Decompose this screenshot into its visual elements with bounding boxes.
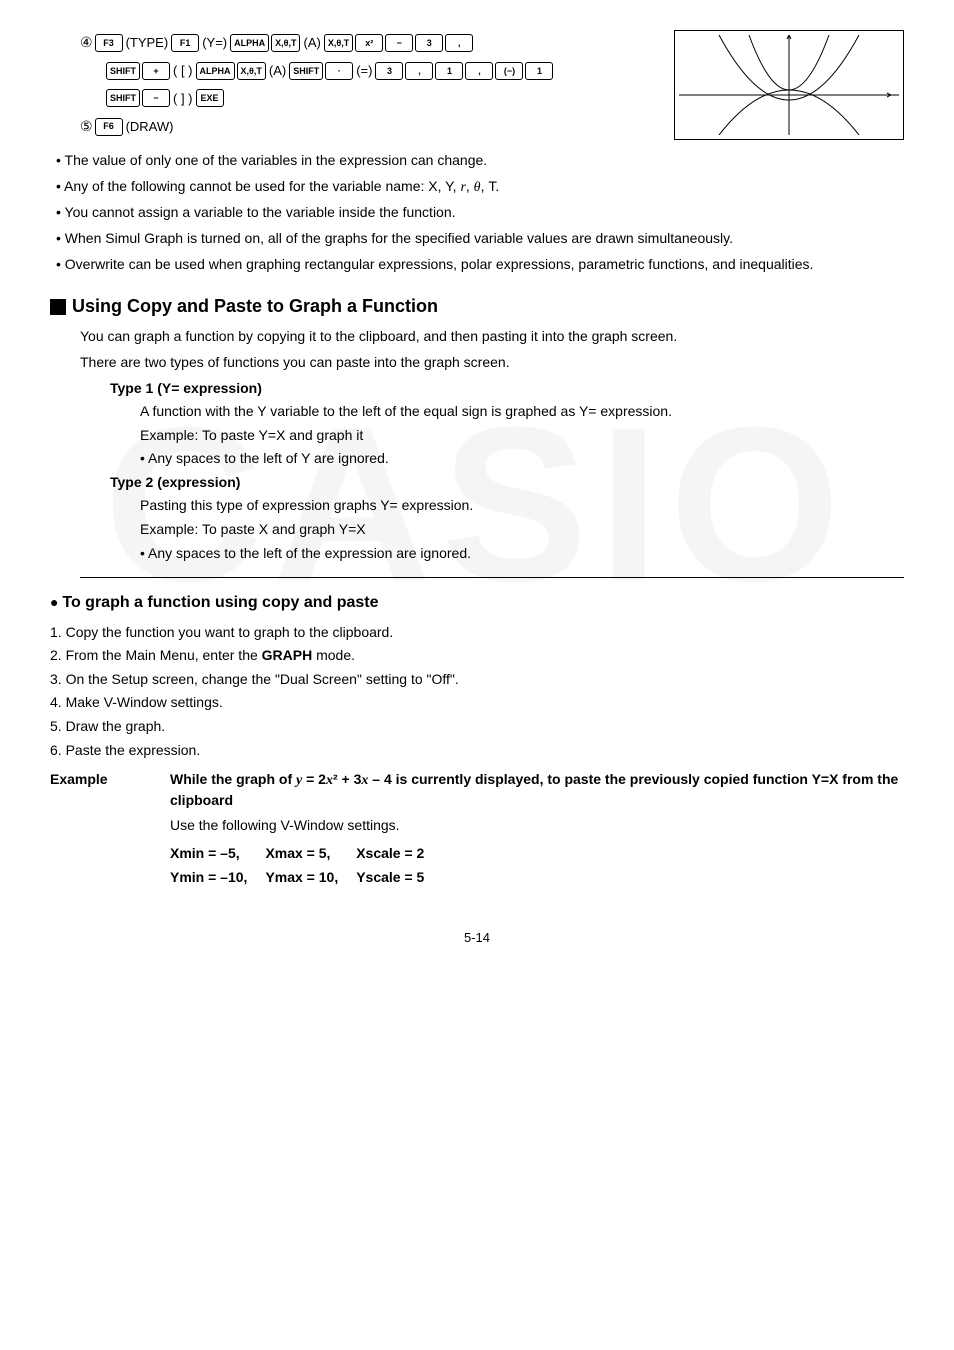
key-comma: , (405, 62, 433, 80)
step-item: 6. Paste the expression. (50, 741, 904, 761)
yeq-label: (Y=) (201, 31, 228, 54)
step-item: 2. From the Main Menu, enter the GRAPH m… (50, 646, 904, 666)
key-3: 3 (375, 62, 403, 80)
example-text: While the graph of y = 2x² + 3x – 4 is c… (170, 770, 904, 810)
key-dot: · (325, 62, 353, 80)
type1-l3: • Any spaces to the left of Y are ignore… (140, 449, 904, 469)
type2-l1: Pasting this type of expression graphs Y… (140, 496, 904, 516)
key-f1: F1 (171, 34, 199, 52)
step-4-line1: ④ F3 (TYPE) F1 (Y=) ALPHA X,θ,T (A) X,θ,… (80, 30, 654, 55)
key-xot: X,θ,T (237, 62, 266, 80)
bullet-item: You cannot assign a variable to the vari… (50, 203, 904, 223)
lbracket: ( [ ) (172, 59, 194, 82)
step4-num: ④ (80, 30, 93, 55)
step-4-line2: SHIFT + ( [ ) ALPHA X,θ,T (A) SHIFT · (=… (106, 59, 654, 82)
section-copy-paste-title: Using Copy and Paste to Graph a Function (50, 294, 904, 319)
section2-title: To graph a function using copy and paste (50, 592, 904, 614)
eq-label: (=) (355, 59, 373, 82)
step-item: 1. Copy the function you want to graph t… (50, 623, 904, 643)
key-exe: EXE (196, 89, 224, 107)
xscale: Xscale = 2 (356, 842, 442, 866)
xmin: Xmin = –5, (170, 842, 265, 866)
type2-l3: • Any spaces to the left of the expressi… (140, 544, 904, 564)
key-alpha: ALPHA (230, 34, 269, 52)
vwindow-table: Xmin = –5, Xmax = 5, Xscale = 2 Ymin = –… (170, 842, 442, 889)
key-1: 1 (435, 62, 463, 80)
top-bullets: The value of only one of the variables i… (50, 151, 904, 274)
example-label: Example (50, 770, 170, 889)
bullet-item: When Simul Graph is turned on, all of th… (50, 229, 904, 249)
page-number: 5-14 (50, 929, 904, 947)
section1-p2: There are two types of functions you can… (80, 353, 904, 373)
bullet-item: Overwrite can be used when graphing rect… (50, 255, 904, 275)
bullet-item: Any of the following cannot be used for … (50, 177, 904, 198)
type1-l1: A function with the Y variable to the le… (140, 402, 904, 422)
graph-svg (679, 35, 899, 135)
type-label: (TYPE) (125, 31, 170, 54)
key-shift: SHIFT (106, 62, 140, 80)
steps-list: 1. Copy the function you want to graph t… (50, 623, 904, 761)
step-item: 5. Draw the graph. (50, 717, 904, 737)
key-minus: − (142, 89, 170, 107)
rbracket: ( ] ) (172, 87, 194, 110)
key-alpha: ALPHA (196, 62, 235, 80)
a-label: (A) (302, 31, 321, 54)
key-shift: SHIFT (106, 89, 140, 107)
key-plus: + (142, 62, 170, 80)
key-1: 1 (525, 62, 553, 80)
step5-num: ⑤ (80, 114, 93, 139)
bullet-item: The value of only one of the variables i… (50, 151, 904, 171)
type1-l2: Example: To paste Y=X and graph it (140, 426, 904, 446)
section1-p1: You can graph a function by copying it t… (80, 327, 904, 347)
step-item: 3. On the Setup screen, change the "Dual… (50, 670, 904, 690)
yscale: Yscale = 5 (356, 866, 442, 890)
divider (80, 577, 904, 578)
ymax: Ymax = 10, (265, 866, 356, 890)
key-neg: (−) (495, 62, 523, 80)
key-f6: F6 (95, 118, 123, 136)
example-sub: Use the following V-Window settings. (170, 816, 904, 836)
type2-l2: Example: To paste X and graph Y=X (140, 520, 904, 540)
step-5-line: ⑤ F6 (DRAW) (80, 114, 654, 139)
xmax: Xmax = 5, (265, 842, 356, 866)
example-block: Example While the graph of y = 2x² + 3x … (50, 770, 904, 889)
key-comma: , (445, 34, 473, 52)
key-xot: X,θ,T (271, 34, 300, 52)
key-comma: , (465, 62, 493, 80)
draw-label: (DRAW) (125, 115, 175, 138)
key-xot: X,θ,T (324, 34, 353, 52)
a-label: (A) (268, 59, 287, 82)
key-3: 3 (415, 34, 443, 52)
step-4-line3: SHIFT − ( ] ) EXE (106, 87, 654, 110)
type2-head: Type 2 (expression) (110, 473, 904, 493)
type1-head: Type 1 (Y= expression) (110, 379, 904, 399)
key-minus: − (385, 34, 413, 52)
key-shift: SHIFT (289, 62, 323, 80)
ymin: Ymin = –10, (170, 866, 265, 890)
graph-display (674, 30, 904, 140)
top-section: ④ F3 (TYPE) F1 (Y=) ALPHA X,θ,T (A) X,θ,… (50, 30, 904, 143)
key-x2: x² (355, 34, 383, 52)
key-f3: F3 (95, 34, 123, 52)
step-item: 4. Make V-Window settings. (50, 693, 904, 713)
